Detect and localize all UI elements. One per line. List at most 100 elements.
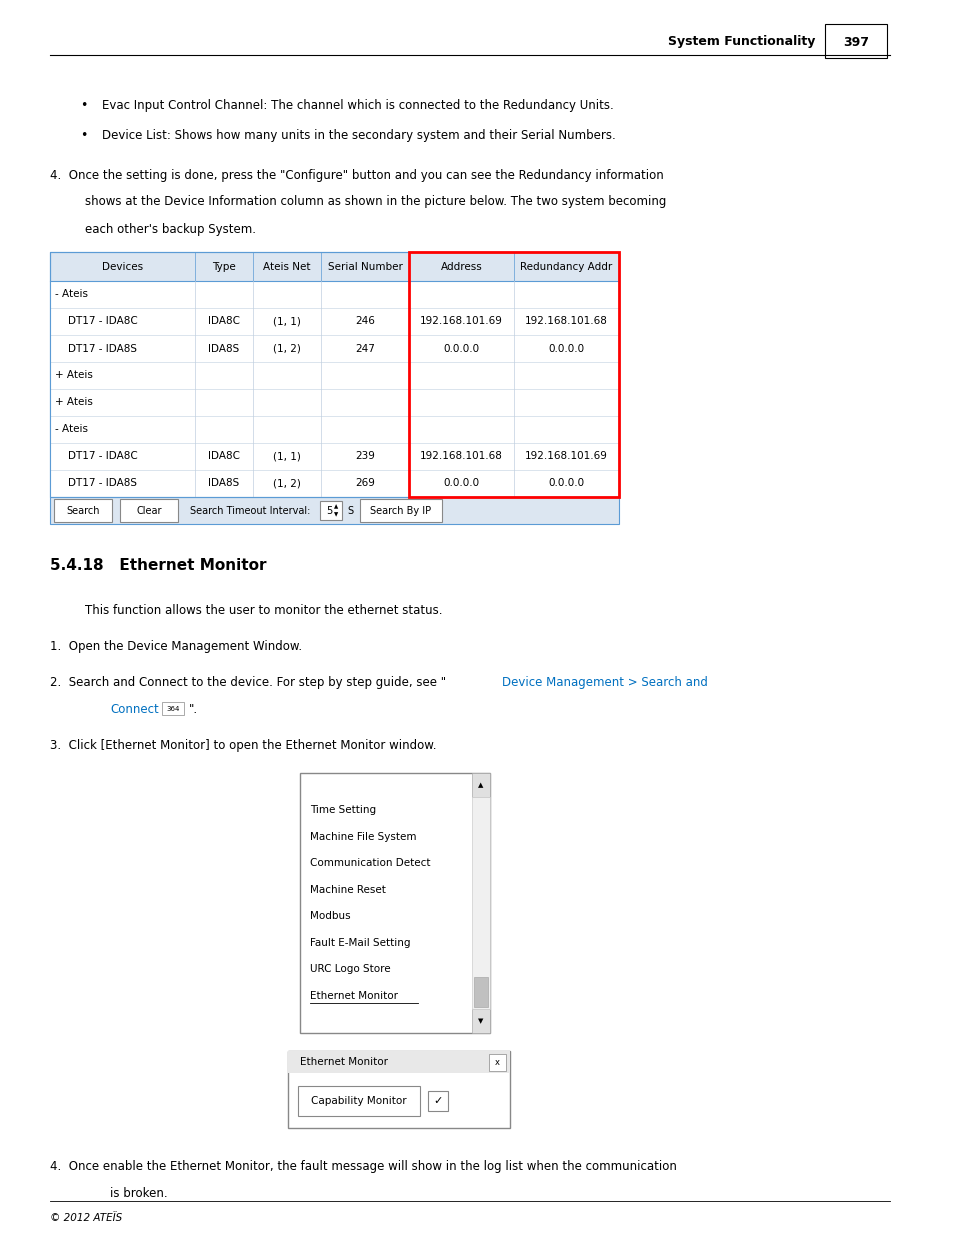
Text: Ethernet Monitor: Ethernet Monitor	[310, 990, 397, 1000]
Text: 0.0.0.0: 0.0.0.0	[443, 343, 479, 353]
FancyBboxPatch shape	[359, 499, 441, 522]
Text: Communication Detect: Communication Detect	[310, 858, 430, 868]
Text: (1, 2): (1, 2)	[273, 343, 300, 353]
FancyBboxPatch shape	[54, 499, 112, 522]
Text: (1, 1): (1, 1)	[273, 316, 300, 326]
FancyBboxPatch shape	[472, 797, 490, 1009]
Text: Clear: Clear	[136, 505, 162, 515]
FancyBboxPatch shape	[489, 1053, 505, 1071]
Text: 269: 269	[355, 478, 375, 489]
FancyBboxPatch shape	[50, 496, 618, 524]
Text: + Ateis: + Ateis	[55, 398, 92, 408]
Text: 397: 397	[842, 36, 868, 48]
Text: 192.168.101.69: 192.168.101.69	[419, 316, 502, 326]
Text: 247: 247	[355, 343, 375, 353]
Text: 246: 246	[355, 316, 375, 326]
FancyBboxPatch shape	[50, 471, 618, 496]
Text: © 2012 ATEÏS: © 2012 ATEÏS	[50, 1213, 122, 1223]
Text: ✓: ✓	[433, 1095, 442, 1105]
Text: Machine File System: Machine File System	[310, 831, 416, 842]
Text: DT17 - IDA8C: DT17 - IDA8C	[55, 452, 137, 462]
Text: is broken.: is broken.	[110, 1187, 168, 1199]
Text: IDA8C: IDA8C	[208, 316, 240, 326]
Text: 3.  Click [Ethernet Monitor] to open the Ethernet Monitor window.: 3. Click [Ethernet Monitor] to open the …	[50, 739, 436, 752]
FancyBboxPatch shape	[288, 1051, 510, 1128]
Text: 4.  Once enable the Ethernet Monitor, the fault message will show in the log lis: 4. Once enable the Ethernet Monitor, the…	[50, 1160, 677, 1172]
Text: IDA8S: IDA8S	[208, 343, 239, 353]
Text: Device List: Shows how many units in the secondary system and their Serial Numbe: Device List: Shows how many units in the…	[102, 128, 615, 142]
Text: ▲: ▲	[334, 504, 338, 509]
FancyBboxPatch shape	[162, 701, 184, 715]
Text: ▼: ▼	[477, 1018, 483, 1024]
Text: Search: Search	[66, 505, 100, 515]
Text: S: S	[347, 505, 353, 515]
Text: ▲: ▲	[477, 782, 483, 788]
FancyBboxPatch shape	[288, 1051, 510, 1073]
Text: 5.4.18   Ethernet Monitor: 5.4.18 Ethernet Monitor	[50, 558, 266, 573]
Text: System Functionality: System Functionality	[667, 36, 814, 48]
Text: DT17 - IDA8S: DT17 - IDA8S	[55, 343, 137, 353]
Text: Fault E-Mail Setting: Fault E-Mail Setting	[310, 937, 410, 947]
FancyBboxPatch shape	[428, 1091, 448, 1110]
Text: Machine Reset: Machine Reset	[310, 884, 385, 894]
FancyBboxPatch shape	[50, 389, 618, 416]
Text: x: x	[495, 1057, 499, 1067]
Text: Ethernet Monitor: Ethernet Monitor	[299, 1057, 388, 1067]
Text: (1, 1): (1, 1)	[273, 452, 300, 462]
Text: each other's backup System.: each other's backup System.	[85, 222, 255, 236]
Text: DT17 - IDA8S: DT17 - IDA8S	[55, 478, 137, 489]
Text: - Ateis: - Ateis	[55, 425, 88, 435]
Text: •: •	[80, 128, 88, 142]
Text: 364: 364	[166, 705, 179, 711]
Text: Modbus: Modbus	[310, 911, 351, 921]
FancyBboxPatch shape	[50, 416, 618, 443]
Text: Time Setting: Time Setting	[310, 805, 375, 815]
Text: Devices: Devices	[102, 262, 143, 272]
Text: 192.168.101.69: 192.168.101.69	[524, 452, 607, 462]
Text: 0.0.0.0: 0.0.0.0	[548, 343, 584, 353]
Text: + Ateis: + Ateis	[55, 370, 92, 380]
Text: •: •	[80, 99, 88, 111]
FancyBboxPatch shape	[472, 1009, 490, 1032]
FancyBboxPatch shape	[50, 443, 618, 471]
Text: 5: 5	[326, 505, 332, 515]
Text: 1.  Open the Device Management Window.: 1. Open the Device Management Window.	[50, 640, 302, 652]
Text: Connect: Connect	[110, 703, 158, 715]
FancyBboxPatch shape	[319, 501, 341, 520]
Text: Evac Input Control Channel: The channel which is connected to the Redundancy Uni: Evac Input Control Channel: The channel …	[102, 99, 613, 111]
Text: ▼: ▼	[334, 513, 338, 517]
Text: 192.168.101.68: 192.168.101.68	[419, 452, 502, 462]
Text: (1, 2): (1, 2)	[273, 478, 300, 489]
Text: 2.  Search and Connect to the device. For step by step guide, see ": 2. Search and Connect to the device. For…	[50, 676, 446, 688]
Text: Address: Address	[440, 262, 482, 272]
FancyBboxPatch shape	[824, 23, 886, 58]
FancyBboxPatch shape	[120, 499, 178, 522]
Text: 192.168.101.68: 192.168.101.68	[524, 316, 607, 326]
Text: IDA8C: IDA8C	[208, 452, 240, 462]
Text: 0.0.0.0: 0.0.0.0	[443, 478, 479, 489]
FancyBboxPatch shape	[50, 335, 618, 362]
Text: shows at the Device Information column as shown in the picture below. The two sy: shows at the Device Information column a…	[85, 195, 666, 209]
Text: 0.0.0.0: 0.0.0.0	[548, 478, 584, 489]
Text: Device Management > Search and: Device Management > Search and	[501, 676, 707, 688]
Text: Search Timeout Interval:: Search Timeout Interval:	[190, 505, 310, 515]
Text: - Ateis: - Ateis	[55, 289, 88, 300]
Text: DT17 - IDA8C: DT17 - IDA8C	[55, 316, 137, 326]
FancyBboxPatch shape	[474, 977, 488, 1007]
FancyBboxPatch shape	[299, 773, 490, 1032]
Text: IDA8S: IDA8S	[208, 478, 239, 489]
FancyBboxPatch shape	[50, 282, 618, 308]
FancyBboxPatch shape	[297, 1086, 419, 1115]
FancyBboxPatch shape	[50, 362, 618, 389]
Text: Search By IP: Search By IP	[370, 505, 431, 515]
FancyBboxPatch shape	[50, 308, 618, 335]
FancyBboxPatch shape	[472, 773, 490, 797]
Text: Capability Monitor: Capability Monitor	[311, 1095, 406, 1105]
Text: URC Logo Store: URC Logo Store	[310, 965, 390, 974]
Text: Ateis Net: Ateis Net	[263, 262, 311, 272]
Text: 4.  Once the setting is done, press the "Configure" button and you can see the R: 4. Once the setting is done, press the "…	[50, 168, 663, 182]
Text: Type: Type	[212, 262, 235, 272]
FancyBboxPatch shape	[50, 252, 618, 496]
Text: ".: ".	[189, 703, 198, 715]
Text: This function allows the user to monitor the ethernet status.: This function allows the user to monitor…	[85, 604, 442, 616]
